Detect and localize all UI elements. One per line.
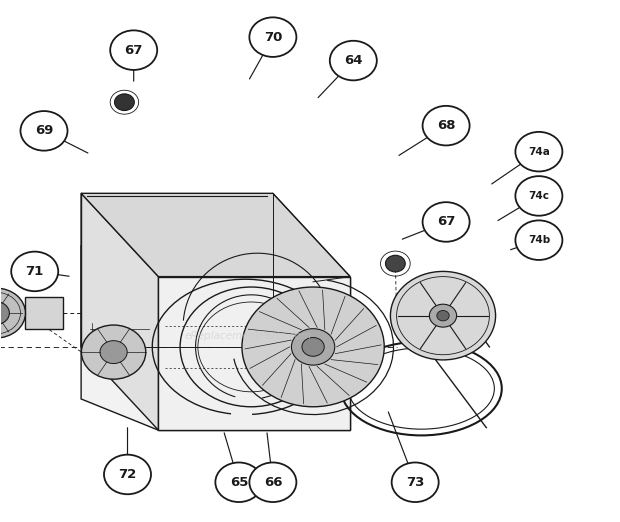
Polygon shape: [81, 245, 159, 430]
Text: 67: 67: [437, 216, 455, 229]
Bar: [25, 298, 63, 329]
Circle shape: [100, 341, 127, 363]
Circle shape: [104, 455, 151, 494]
Circle shape: [515, 132, 562, 171]
Text: 67: 67: [125, 44, 143, 57]
Text: 73: 73: [406, 476, 424, 489]
Circle shape: [392, 462, 439, 502]
Circle shape: [437, 311, 449, 321]
Text: 70: 70: [264, 31, 282, 44]
Circle shape: [330, 41, 377, 80]
Circle shape: [81, 325, 146, 379]
Text: 74a: 74a: [528, 147, 550, 157]
Text: 64: 64: [344, 54, 363, 67]
Circle shape: [242, 287, 384, 407]
Text: 65: 65: [229, 476, 248, 489]
Text: 71: 71: [25, 265, 44, 278]
Circle shape: [391, 271, 495, 360]
Circle shape: [20, 111, 68, 151]
Circle shape: [249, 17, 296, 57]
Circle shape: [515, 176, 562, 216]
Circle shape: [291, 329, 335, 365]
Circle shape: [215, 462, 262, 502]
Circle shape: [11, 252, 58, 291]
Circle shape: [302, 338, 324, 357]
Text: 74b: 74b: [528, 235, 550, 245]
Circle shape: [423, 202, 469, 242]
Circle shape: [110, 30, 157, 70]
Polygon shape: [81, 193, 350, 277]
Text: 68: 68: [437, 119, 455, 132]
Circle shape: [423, 106, 469, 146]
Circle shape: [386, 255, 405, 272]
Text: 72: 72: [118, 468, 136, 481]
Text: eReplacementParts.com: eReplacementParts.com: [185, 331, 312, 341]
Circle shape: [0, 302, 9, 325]
Text: 66: 66: [264, 476, 282, 489]
Circle shape: [249, 462, 296, 502]
Polygon shape: [159, 277, 350, 430]
Polygon shape: [81, 193, 159, 430]
Text: 69: 69: [35, 124, 53, 137]
Text: 74c: 74c: [528, 191, 549, 201]
Circle shape: [115, 94, 135, 111]
Polygon shape: [159, 277, 350, 430]
Circle shape: [515, 220, 562, 260]
Circle shape: [430, 304, 456, 327]
Circle shape: [0, 288, 25, 338]
